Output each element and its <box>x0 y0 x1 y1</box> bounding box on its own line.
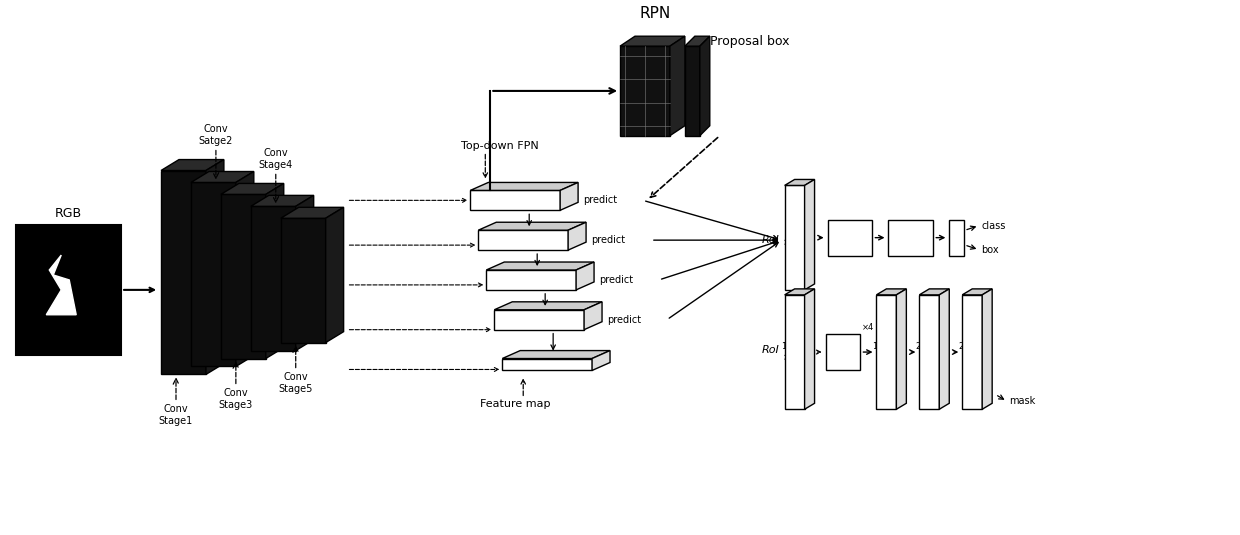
Polygon shape <box>591 350 610 370</box>
Polygon shape <box>326 208 343 342</box>
Polygon shape <box>206 159 224 374</box>
Text: Conv
Stage3: Conv Stage3 <box>218 388 253 410</box>
Text: class: class <box>981 220 1006 231</box>
Polygon shape <box>486 262 594 270</box>
Polygon shape <box>280 218 326 342</box>
Polygon shape <box>785 295 805 409</box>
Text: predict: predict <box>583 195 618 205</box>
Polygon shape <box>191 182 236 366</box>
Polygon shape <box>962 295 982 409</box>
Polygon shape <box>161 171 206 374</box>
Polygon shape <box>280 208 343 218</box>
Text: predict: predict <box>608 315 641 325</box>
Polygon shape <box>161 159 224 171</box>
Text: RoI: RoI <box>761 345 780 355</box>
Text: Proposal box: Proposal box <box>709 35 790 48</box>
Polygon shape <box>221 194 265 358</box>
Polygon shape <box>191 172 254 182</box>
Text: 1024: 1024 <box>838 233 862 243</box>
Polygon shape <box>221 184 284 194</box>
Polygon shape <box>568 222 587 250</box>
Text: Conv
Stage5: Conv Stage5 <box>279 372 312 394</box>
Text: 28×28
×80: 28×28 ×80 <box>959 342 986 362</box>
Text: 28×28
×256: 28×28 ×256 <box>915 342 944 362</box>
Text: 1024: 1024 <box>899 233 923 243</box>
Polygon shape <box>250 195 314 207</box>
Text: Top-down FPN: Top-down FPN <box>461 141 539 151</box>
Polygon shape <box>939 289 950 409</box>
Text: ×4: ×4 <box>862 323 874 332</box>
Text: mask: mask <box>1009 396 1035 406</box>
Polygon shape <box>684 36 709 46</box>
Text: 14×14
×256: 14×14 ×256 <box>873 342 900 362</box>
Polygon shape <box>670 36 684 136</box>
Polygon shape <box>46 255 76 315</box>
Polygon shape <box>805 289 815 409</box>
Polygon shape <box>295 195 314 350</box>
Polygon shape <box>502 358 591 370</box>
Text: Conv
Satge2: Conv Satge2 <box>198 124 233 146</box>
Polygon shape <box>897 289 906 409</box>
Polygon shape <box>495 302 603 310</box>
Bar <box>826 334 861 370</box>
Polygon shape <box>919 289 950 295</box>
Polygon shape <box>470 190 560 210</box>
Polygon shape <box>962 289 992 295</box>
Bar <box>16 225 122 355</box>
Text: Conv
Stage1: Conv Stage1 <box>159 404 193 426</box>
Polygon shape <box>919 295 939 409</box>
Bar <box>950 220 965 256</box>
Bar <box>888 220 934 256</box>
Polygon shape <box>236 172 254 366</box>
Polygon shape <box>785 289 815 295</box>
Polygon shape <box>684 46 699 136</box>
Polygon shape <box>620 36 684 46</box>
Text: box: box <box>981 245 998 255</box>
Text: 14×14
×256: 14×14 ×256 <box>781 342 808 362</box>
Polygon shape <box>479 222 587 230</box>
Polygon shape <box>265 184 284 358</box>
Polygon shape <box>877 289 906 295</box>
Text: 14×14
×4: 14×14 ×4 <box>830 342 857 362</box>
Polygon shape <box>495 310 584 330</box>
Polygon shape <box>577 262 594 290</box>
Text: RoI: RoI <box>761 235 780 245</box>
Polygon shape <box>250 207 295 350</box>
Polygon shape <box>470 182 578 190</box>
Polygon shape <box>982 289 992 409</box>
Polygon shape <box>805 179 815 290</box>
Polygon shape <box>486 270 577 290</box>
Text: RPN: RPN <box>640 6 671 21</box>
Text: predict: predict <box>591 235 625 245</box>
Text: predict: predict <box>599 275 634 285</box>
Polygon shape <box>560 182 578 210</box>
Text: Feature map: Feature map <box>480 399 551 409</box>
Polygon shape <box>699 36 709 136</box>
Polygon shape <box>877 295 897 409</box>
Polygon shape <box>584 302 603 330</box>
Polygon shape <box>620 46 670 136</box>
Polygon shape <box>479 230 568 250</box>
Text: Conv
Stage4: Conv Stage4 <box>259 148 293 170</box>
Text: 7×7
×256: 7×7 ×256 <box>782 228 807 247</box>
Bar <box>827 220 873 256</box>
Polygon shape <box>785 179 815 186</box>
Polygon shape <box>785 186 805 290</box>
Polygon shape <box>502 350 610 358</box>
Text: RGB: RGB <box>55 207 82 220</box>
